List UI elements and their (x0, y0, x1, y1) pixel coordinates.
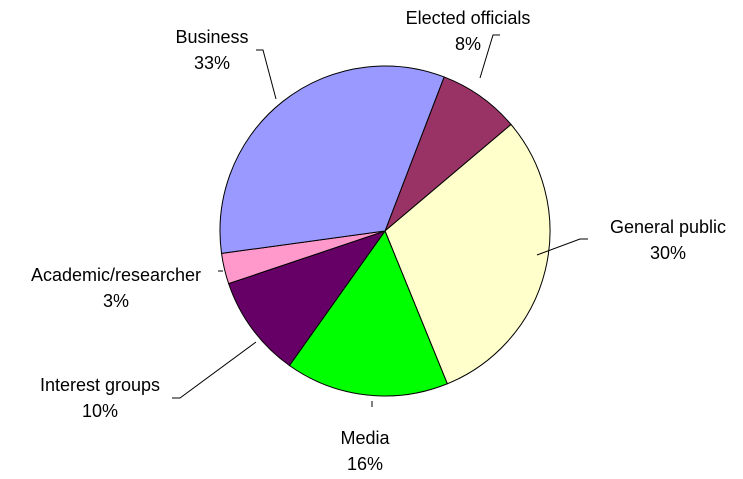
slice-label: Academic/researcher (31, 265, 201, 285)
slices-layer (219, 65, 551, 397)
slice-label: Interest groups (40, 375, 160, 395)
labels-layer: Elected officials 8% General public 30% Medi… (31, 8, 726, 474)
slice-label: Business (175, 27, 248, 47)
leader-line (536, 238, 588, 256)
slice-percent-label: 30% (650, 243, 686, 263)
pie-slice-media (288, 229, 448, 397)
pie-slice-interest-groups (227, 230, 387, 367)
leader-lines-layer (172, 34, 588, 407)
pie-slice-general-public (384, 123, 551, 385)
pie-slice-business (219, 65, 445, 254)
slice-percent-label: 10% (82, 401, 118, 421)
slice-percent-label: 16% (347, 454, 383, 474)
leader-line (172, 341, 257, 399)
slice-label: Elected officials (406, 8, 531, 28)
slice-percent-label: 3% (103, 291, 129, 311)
slice-percent-label: 8% (455, 34, 481, 54)
leader-line (479, 34, 500, 79)
slice-label: General public (610, 217, 726, 237)
leader-line (256, 49, 277, 100)
slice-label: Media (340, 428, 390, 448)
slice-percent-label: 33% (194, 53, 230, 73)
